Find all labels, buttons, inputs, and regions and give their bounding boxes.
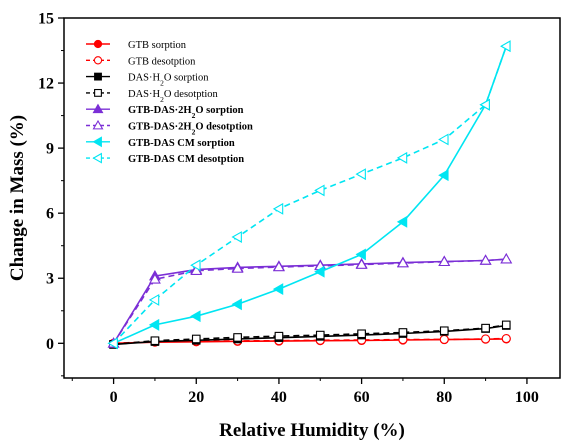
legend-label: DAS·H2O desotption bbox=[128, 89, 219, 104]
data-point bbox=[481, 323, 490, 333]
legend-item: GTB-DAS·2H2O desotption bbox=[86, 119, 253, 137]
data-point bbox=[438, 133, 449, 146]
series-5 bbox=[107, 253, 513, 348]
data-point bbox=[148, 318, 160, 331]
data-point bbox=[396, 256, 409, 268]
y-tick-label: 12 bbox=[38, 76, 54, 93]
legend-label: GTB-DAS CM sorption bbox=[128, 138, 235, 149]
data-point bbox=[233, 333, 242, 342]
series-7 bbox=[107, 40, 511, 350]
legend-item: GTB sorption bbox=[86, 39, 187, 51]
legend-marker bbox=[92, 152, 102, 164]
data-point bbox=[314, 265, 325, 278]
series-line bbox=[113, 337, 507, 345]
data-point bbox=[479, 98, 490, 111]
data-point bbox=[355, 258, 368, 269]
data-point bbox=[272, 283, 284, 296]
plot-frame bbox=[63, 17, 561, 379]
data-point bbox=[148, 273, 161, 284]
x-tick-label: 20 bbox=[188, 389, 204, 406]
data-point bbox=[357, 329, 366, 339]
data-point bbox=[500, 253, 513, 264]
data-point bbox=[107, 337, 118, 350]
x-tick-label: 0 bbox=[110, 389, 118, 406]
data-point bbox=[479, 254, 492, 265]
legend-label: DAS·H2O sorption bbox=[128, 73, 209, 88]
data-point bbox=[231, 231, 242, 243]
legend: GTB sorption GTB desotption DAS·H2O sorpti… bbox=[86, 39, 253, 165]
data-point bbox=[438, 169, 449, 182]
y-tick-label: 9 bbox=[46, 141, 54, 158]
data-point bbox=[272, 260, 285, 272]
data-point bbox=[439, 334, 449, 344]
data-point bbox=[355, 248, 366, 261]
legend-item: DAS·H2O desotption bbox=[86, 88, 219, 104]
legend-label: GTB-DAS·2H2O desotption bbox=[128, 122, 253, 137]
data-point bbox=[231, 298, 242, 311]
x-axis: 0 20 40 60 80 100 bbox=[71, 378, 539, 406]
data-point bbox=[396, 215, 408, 228]
legend-label: GTB-DAS CM desotption bbox=[128, 154, 244, 165]
legend-item: GTB-DAS CM sorption bbox=[86, 136, 235, 149]
data-point bbox=[190, 310, 201, 323]
data-point bbox=[396, 151, 408, 164]
legend-label: GTB sorption bbox=[128, 40, 187, 51]
legend-marker bbox=[92, 103, 104, 114]
data-point bbox=[438, 255, 451, 267]
data-point bbox=[314, 184, 325, 197]
legend-marker bbox=[93, 39, 103, 49]
data-point bbox=[150, 336, 160, 345]
y-tick-label: 6 bbox=[46, 206, 54, 223]
legend-item: GTB-DAS CM desotption bbox=[86, 152, 244, 165]
data-point bbox=[481, 334, 491, 344]
plot-border bbox=[63, 17, 561, 379]
legend-item: GTB desotption bbox=[86, 56, 196, 67]
x-tick-label: 80 bbox=[436, 389, 452, 406]
data-point bbox=[439, 326, 449, 336]
series-line bbox=[113, 45, 508, 344]
legend-label: GTB desotption bbox=[128, 56, 196, 67]
data-point bbox=[274, 331, 284, 341]
legend-item: DAS·H2O sorption bbox=[86, 72, 209, 88]
legend-label: GTB-DAS·2H2O sorption bbox=[128, 105, 244, 120]
data-point bbox=[398, 328, 408, 337]
legend-item: GTB-DAS·2H2O sorption bbox=[86, 103, 244, 120]
legend-marker bbox=[92, 119, 104, 130]
data-point bbox=[355, 168, 366, 181]
data-point bbox=[501, 333, 511, 344]
y-axis-title: Change in Mass (%) bbox=[7, 115, 28, 281]
y-axis: 0 3 6 9 12 15 bbox=[38, 11, 64, 377]
data-point bbox=[191, 334, 201, 344]
series-2 bbox=[109, 321, 511, 349]
legend-marker bbox=[94, 88, 102, 97]
x-axis-title: Relative Humidity (%) bbox=[219, 420, 405, 441]
x-tick-label: 60 bbox=[354, 389, 370, 406]
y-tick-label: 3 bbox=[46, 271, 54, 288]
series-layer bbox=[107, 40, 513, 350]
x-tick-label: 100 bbox=[515, 389, 539, 406]
series-3 bbox=[109, 320, 511, 349]
legend-marker bbox=[94, 72, 102, 81]
legend-marker bbox=[93, 56, 103, 65]
data-point bbox=[315, 330, 325, 340]
series-line bbox=[113, 324, 507, 346]
legend-marker bbox=[92, 136, 102, 148]
data-point bbox=[272, 202, 284, 215]
y-tick-label: 0 bbox=[46, 336, 54, 353]
data-point bbox=[501, 320, 511, 330]
data-point bbox=[500, 40, 511, 53]
y-tick-label: 15 bbox=[38, 11, 54, 28]
data-point bbox=[148, 293, 160, 306]
data-point bbox=[231, 262, 244, 273]
series-6 bbox=[107, 40, 511, 350]
data-point bbox=[190, 259, 201, 272]
series-4 bbox=[107, 253, 513, 348]
x-tick-label: 40 bbox=[271, 389, 287, 406]
